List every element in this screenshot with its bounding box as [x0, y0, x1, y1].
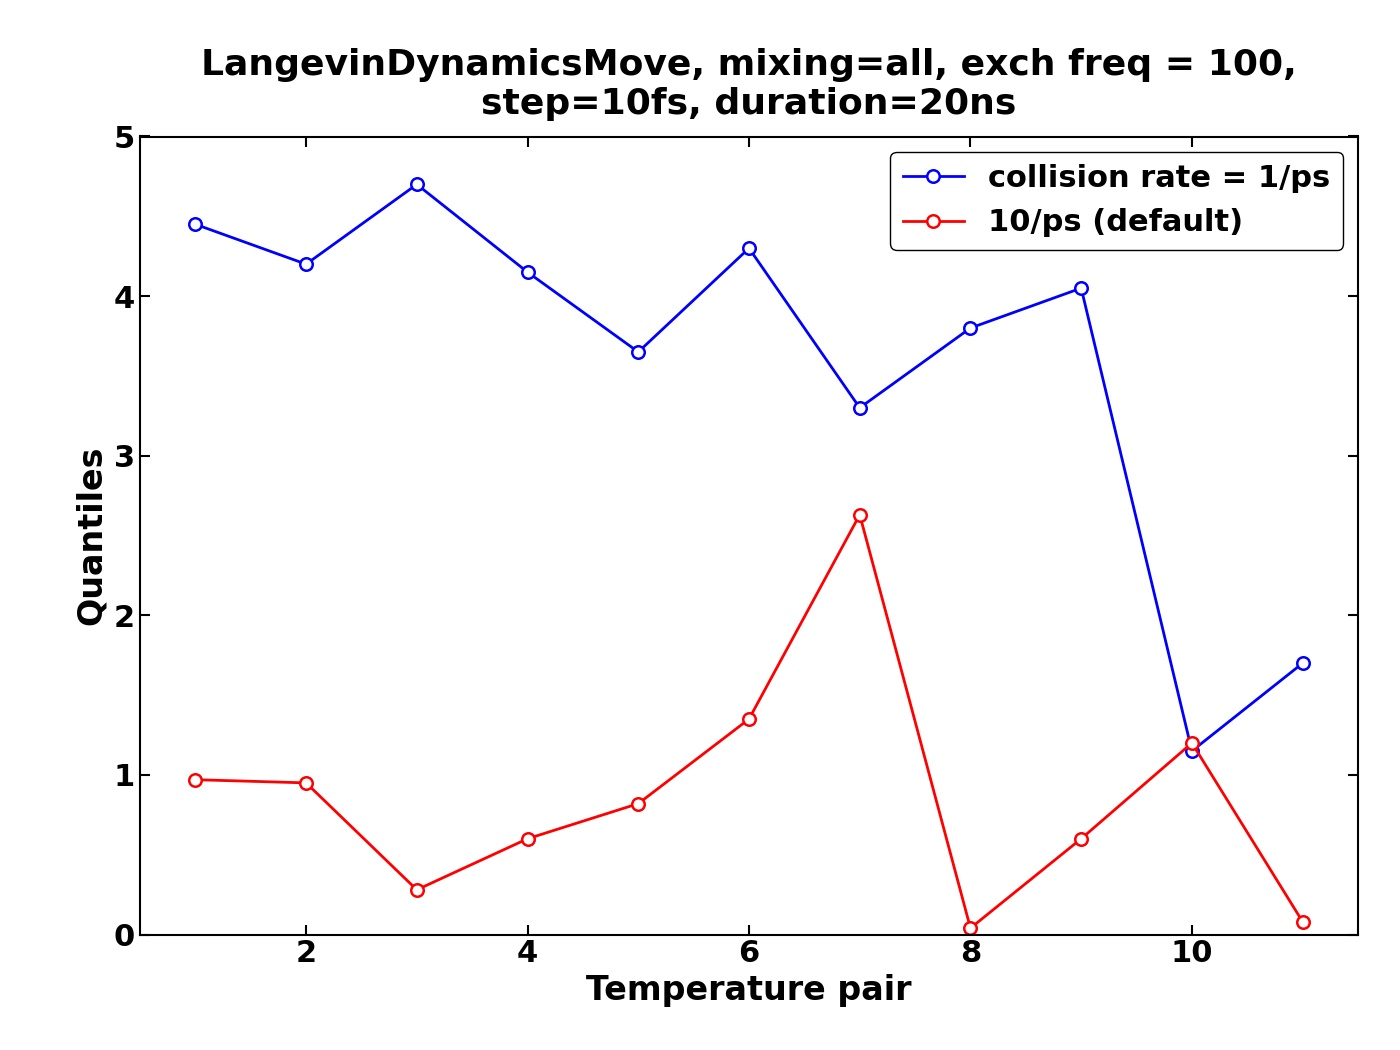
10/ps (default) — [298, 777, 315, 790]
10/ps (default) — [630, 797, 647, 810]
collision rate = 1/ps — [630, 345, 647, 358]
collision rate = 1/ps — [1183, 744, 1200, 757]
Line: collision rate = 1/ps: collision rate = 1/ps — [189, 178, 1309, 757]
Legend: collision rate = 1/ps, 10/ps (default): collision rate = 1/ps, 10/ps (default) — [890, 152, 1343, 250]
collision rate = 1/ps — [519, 266, 536, 278]
collision rate = 1/ps — [188, 218, 204, 231]
10/ps (default) — [188, 774, 204, 786]
10/ps (default) — [409, 883, 426, 896]
Title: LangevinDynamicsMove, mixing=all, exch freq = 100,
step=10fs, duration=20ns: LangevinDynamicsMove, mixing=all, exch f… — [202, 48, 1296, 122]
10/ps (default) — [519, 833, 536, 845]
collision rate = 1/ps — [741, 242, 757, 254]
10/ps (default) — [741, 713, 757, 726]
collision rate = 1/ps — [298, 258, 315, 271]
10/ps (default) — [1294, 916, 1310, 928]
Line: 10/ps (default): 10/ps (default) — [189, 508, 1309, 934]
10/ps (default) — [962, 922, 979, 934]
collision rate = 1/ps — [409, 178, 426, 191]
collision rate = 1/ps — [851, 401, 868, 414]
collision rate = 1/ps — [962, 321, 979, 334]
collision rate = 1/ps — [1072, 281, 1089, 294]
10/ps (default) — [851, 508, 868, 521]
10/ps (default) — [1183, 737, 1200, 750]
collision rate = 1/ps — [1294, 657, 1310, 670]
X-axis label: Temperature pair: Temperature pair — [587, 974, 911, 1007]
Y-axis label: Quantiles: Quantiles — [76, 446, 108, 625]
10/ps (default) — [1072, 833, 1089, 845]
